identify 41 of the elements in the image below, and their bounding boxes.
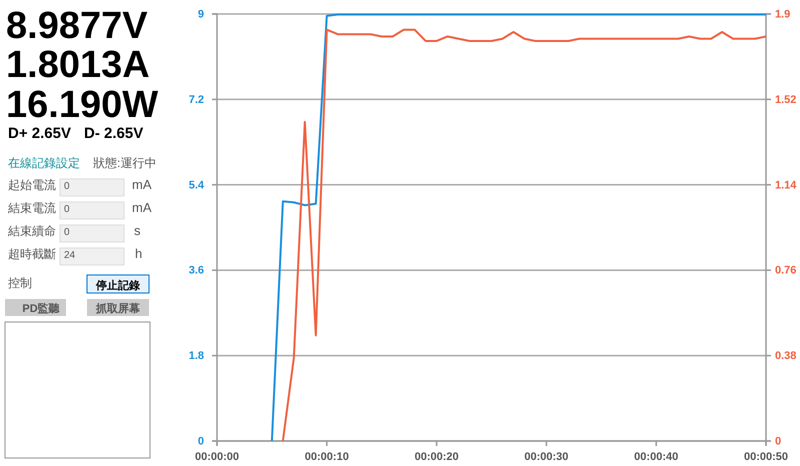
- x-tick-label: 00:00:10: [304, 450, 349, 463]
- text: 停止記錄: [95, 279, 140, 292]
- text: 狀態:運行中: [93, 156, 156, 170]
- y2-tick-label: 1.14: [775, 179, 798, 192]
- y-tick-label: 0: [198, 436, 204, 448]
- text: 結束電流: [7, 201, 56, 215]
- text: 超時截斷: [8, 247, 56, 261]
- y-tick-label: 5.4: [188, 179, 205, 192]
- text: 控制: [8, 276, 32, 290]
- x-tick-label: 00:00:30: [524, 450, 568, 463]
- text: 0: [64, 204, 70, 215]
- text: 0: [64, 181, 70, 192]
- text: 8.9877V: [6, 5, 148, 47]
- text: 抓取屏幕: [95, 302, 141, 315]
- text: D+ 2.65V: [8, 125, 71, 142]
- text: 16.190W: [6, 84, 158, 126]
- text: s: [134, 223, 141, 238]
- y-tick-label: 7.2: [188, 94, 204, 106]
- y-tick-label: 1.8: [188, 350, 204, 362]
- y2-tick-label: 0.38: [775, 350, 796, 362]
- text: 在線記錄設定: [8, 156, 80, 170]
- text: D- 2.65V: [84, 125, 144, 142]
- text: PD監聽: [22, 302, 61, 315]
- text: 起始電流: [8, 178, 56, 192]
- y2-tick-label: 1.9: [775, 8, 790, 21]
- text: 結束續命: [7, 224, 56, 238]
- text: mA: [132, 177, 152, 192]
- x-tick-label: 00:00:20: [414, 450, 459, 463]
- text: 1.8013A: [6, 44, 150, 86]
- x-tick-label: 00:00:50: [744, 450, 788, 463]
- text: 0: [64, 227, 70, 238]
- text: h: [135, 246, 142, 261]
- y2-tick-label: 1.52: [775, 94, 796, 106]
- x-tick-label: 00:00:00: [194, 450, 240, 463]
- y-tick-label: 3.6: [188, 264, 204, 277]
- y2-tick-label: 0: [775, 436, 782, 448]
- x-tick-label: 00:00:40: [634, 450, 678, 463]
- text: mA: [132, 200, 152, 215]
- y2-tick-label: 0.76: [775, 264, 796, 277]
- y-tick-label: 9: [198, 8, 204, 21]
- text: 24: [64, 250, 76, 261]
